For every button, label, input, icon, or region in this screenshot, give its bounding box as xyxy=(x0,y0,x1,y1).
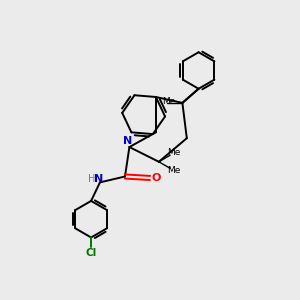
Text: Me: Me xyxy=(163,97,176,106)
Text: Me: Me xyxy=(167,166,180,175)
Text: H: H xyxy=(88,174,95,184)
Text: N: N xyxy=(94,174,103,184)
Text: O: O xyxy=(152,173,161,183)
Text: N: N xyxy=(123,136,133,146)
Text: Me: Me xyxy=(167,148,180,158)
Text: Cl: Cl xyxy=(85,248,97,258)
